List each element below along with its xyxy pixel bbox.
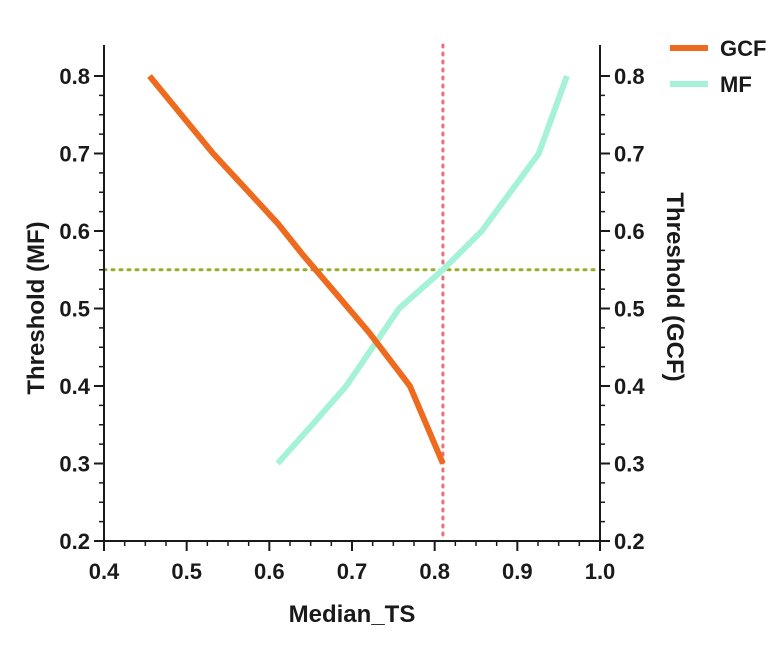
y-tick-label-right: 0.8 (614, 64, 645, 89)
x-tick-label: 0.7 (337, 559, 368, 584)
legend: GCF MF (670, 36, 766, 97)
y-tick-label-left: 0.2 (59, 529, 90, 554)
y-axis-title-left: Threshold (MF) (23, 221, 50, 394)
x-tick-label: 1.0 (585, 559, 616, 584)
y-tick-label-left: 0.7 (59, 142, 90, 167)
x-axis-title: Median_TS (289, 601, 416, 628)
y-tick-label-right: 0.5 (614, 297, 645, 322)
y-tick-label-left: 0.6 (59, 219, 90, 244)
legend-label-mf: MF (720, 72, 752, 97)
legend-label-gcf: GCF (720, 36, 766, 61)
y-tick-label-right: 0.3 (614, 452, 645, 477)
x-tick-label: 0.5 (171, 559, 202, 584)
x-tick-label: 0.6 (254, 559, 285, 584)
x-tick-label: 0.4 (89, 559, 120, 584)
y-tick-label-right: 0.2 (614, 529, 645, 554)
y-tick-label-left: 0.4 (59, 374, 90, 399)
reference-lines (102, 43, 602, 543)
y-tick-label-right: 0.6 (614, 219, 645, 244)
y-tick-label-left: 0.8 (59, 64, 90, 89)
axes-layer: 0.4 0.5 0.6 0.7 0.8 0.9 1.0 0.2 0.2 0.3 0.3 0.4 0.4 0… (59, 45, 645, 584)
y-tick-label-left: 0.5 (59, 297, 90, 322)
y-axis-title-right: Threshold (GCF) (661, 192, 688, 381)
x-tick-label: 0.9 (502, 559, 533, 584)
y-tick-label-right: 0.4 (614, 374, 645, 399)
series-line-gcf (147, 74, 446, 465)
series-layer (147, 74, 570, 466)
x-tick-label: 0.8 (419, 559, 450, 584)
y-tick-label-right: 0.7 (614, 142, 645, 167)
y-tick-label-left: 0.3 (59, 452, 90, 477)
series-line-mf (275, 74, 570, 466)
